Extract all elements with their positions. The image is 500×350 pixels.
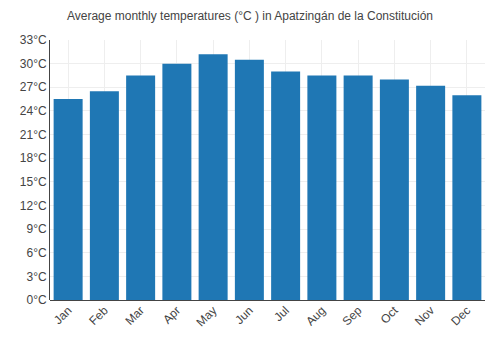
svg-text:24°C: 24°C [20,104,47,118]
svg-text:15°C: 15°C [20,175,47,189]
svg-text:Sep: Sep [339,303,364,328]
svg-text:12°C: 12°C [20,199,47,213]
svg-text:3°C: 3°C [26,270,46,284]
svg-text:27°C: 27°C [20,80,47,94]
svg-text:Mar: Mar [122,303,147,328]
svg-text:21°C: 21°C [20,128,47,142]
svg-text:9°C: 9°C [26,222,46,236]
svg-text:18°C: 18°C [20,151,47,165]
svg-text:Jun: Jun [232,303,256,327]
svg-text:Jul: Jul [271,303,292,324]
svg-text:33°C: 33°C [20,33,47,47]
svg-text:0°C: 0°C [26,293,46,307]
svg-text:6°C: 6°C [26,246,46,260]
svg-text:Dec: Dec [448,303,473,328]
svg-text:Oct: Oct [378,303,402,327]
svg-text:Feb: Feb [86,303,111,328]
svg-text:Average monthly temperatures (: Average monthly temperatures (°C ) in Ap… [67,9,433,23]
svg-text:May: May [194,303,220,329]
svg-text:Jan: Jan [51,303,75,327]
svg-text:Nov: Nov [412,303,437,328]
svg-text:Aug: Aug [303,303,328,328]
svg-text:Apr: Apr [160,303,183,326]
svg-text:30°C: 30°C [20,57,47,71]
